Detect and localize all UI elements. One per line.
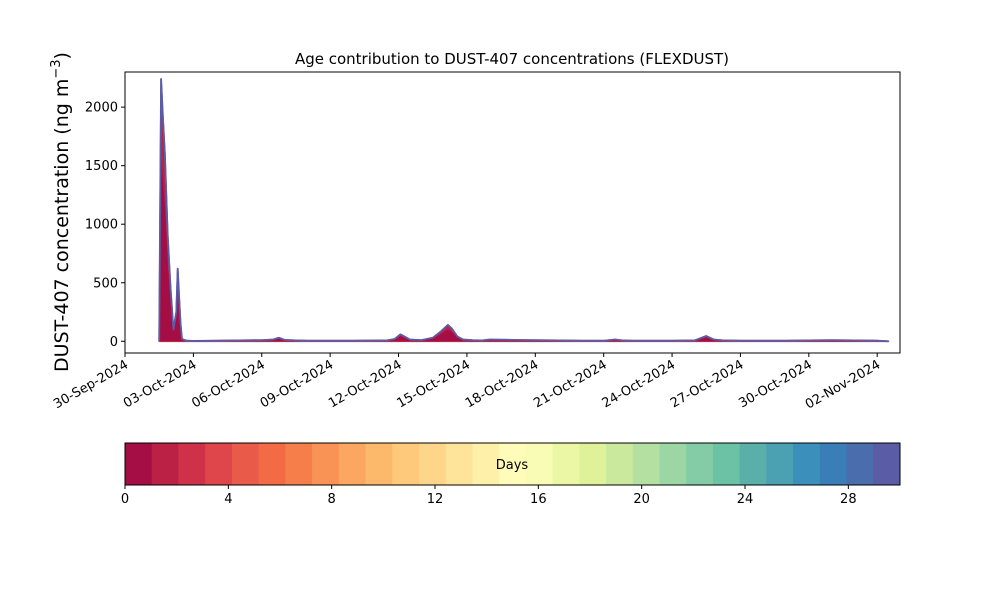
colorbar-tick-label: 4 bbox=[224, 492, 232, 507]
colorbar-tick-label: 0 bbox=[121, 492, 129, 507]
colorbar-label: Days bbox=[496, 458, 529, 473]
y-tick-label: 500 bbox=[93, 276, 118, 291]
colorbar-swatch-13 bbox=[472, 443, 500, 485]
y-axis-label-close: ) bbox=[51, 52, 73, 59]
colorbar-swatch-6 bbox=[285, 443, 313, 485]
y-tick-label: 2000 bbox=[85, 101, 118, 116]
colorbar-swatch-10 bbox=[392, 443, 420, 485]
y-axis-label-superscript: −3 bbox=[49, 59, 64, 78]
y-tick-label: 1000 bbox=[85, 218, 118, 233]
y-tick-label: 1500 bbox=[85, 159, 118, 174]
y-tick-label: 0 bbox=[110, 335, 118, 350]
colorbar-swatch-26 bbox=[819, 443, 848, 485]
colorbar-tick-label: 12 bbox=[427, 492, 444, 507]
colorbar-swatch-18 bbox=[606, 443, 634, 485]
colorbar-frame bbox=[124, 442, 901, 486]
colorbar-swatch-11 bbox=[418, 443, 447, 485]
colorbar-swatch-19 bbox=[632, 443, 660, 485]
colorbar-swatch-24 bbox=[766, 443, 794, 485]
colorbar-tick-label: 16 bbox=[530, 492, 547, 507]
colorbar-swatch-15 bbox=[525, 443, 554, 485]
colorbar-swatch-17 bbox=[579, 443, 607, 485]
colorbar-swatch-23 bbox=[739, 443, 767, 485]
colorbar-tick-label: 28 bbox=[840, 492, 857, 507]
colorbar-swatch-9 bbox=[365, 443, 393, 485]
plot-frame bbox=[124, 71, 901, 354]
chart-title: Age contribution to DUST-407 concentrati… bbox=[295, 50, 729, 68]
colorbar-swatch-27 bbox=[846, 443, 874, 485]
colorbar-swatch-4 bbox=[231, 443, 260, 485]
colorbar-swatch-20 bbox=[659, 443, 687, 485]
colorbar-swatch-8 bbox=[338, 443, 367, 485]
total-concentration-line bbox=[158, 78, 889, 343]
colorbar-swatch-16 bbox=[552, 443, 580, 485]
colorbar-swatch-2 bbox=[178, 443, 206, 485]
plot-area bbox=[158, 78, 890, 343]
colorbar-swatch-28 bbox=[873, 443, 901, 485]
colorbar-swatch-7 bbox=[312, 443, 340, 485]
colorbar-axis: 0 4 8 12 16 20 24 28 bbox=[121, 485, 857, 507]
colorbar-swatch-1 bbox=[151, 443, 179, 485]
colorbar-tick-label: 8 bbox=[328, 492, 336, 507]
colorbar-swatch-5 bbox=[258, 443, 286, 485]
colorbar-tick-label: 20 bbox=[633, 492, 650, 507]
y-axis-label: DUST-407 concentration (ng m−3) bbox=[49, 52, 73, 372]
colorbar-swatch-25 bbox=[793, 443, 821, 485]
colorbar-swatch-22 bbox=[712, 443, 741, 485]
age-colorbar bbox=[125, 443, 901, 485]
y-axis: 0 500 1000 1500 2000 bbox=[85, 101, 125, 350]
colorbar-tick-label: 24 bbox=[737, 492, 754, 507]
colorbar-swatch-21 bbox=[686, 443, 714, 485]
colorbar-swatch-3 bbox=[205, 443, 233, 485]
colorbar-swatch-12 bbox=[445, 443, 473, 485]
colorbar-swatch-0 bbox=[125, 443, 153, 485]
colorbar-swatch-14 bbox=[499, 443, 527, 485]
